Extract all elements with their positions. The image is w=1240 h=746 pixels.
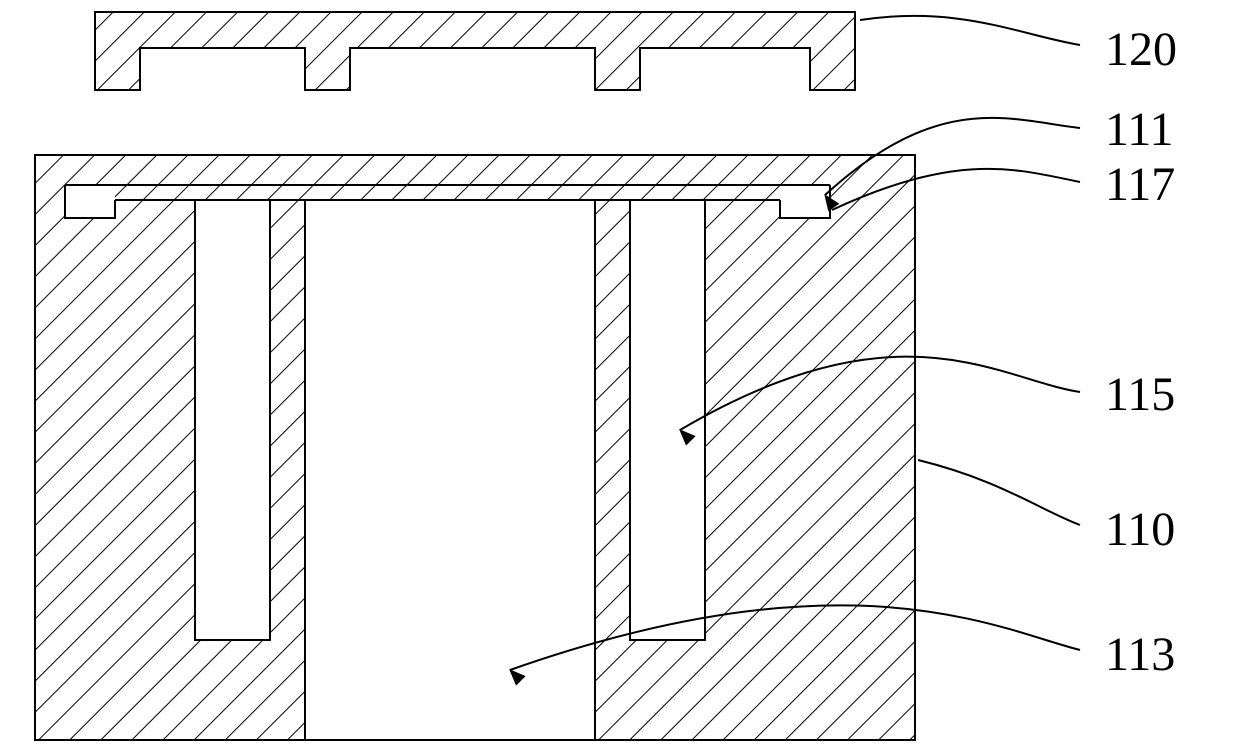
callout-110-leader bbox=[918, 460, 1080, 525]
outline bbox=[305, 200, 595, 740]
outline bbox=[195, 200, 270, 640]
callout-113-arrow bbox=[510, 670, 525, 685]
callout-117-label: 117 bbox=[1105, 157, 1175, 212]
callout-120-leader bbox=[860, 16, 1080, 45]
callout-110-label: 110 bbox=[1105, 502, 1175, 557]
callout-120-label: 120 bbox=[1105, 22, 1177, 77]
lower-part-hatch bbox=[35, 155, 915, 740]
outline bbox=[630, 200, 705, 640]
callout-115-arrow bbox=[680, 430, 695, 445]
upper-part bbox=[95, 12, 855, 90]
callout-111-label: 111 bbox=[1105, 102, 1173, 157]
callout-115-label: 115 bbox=[1105, 367, 1175, 422]
callout-113-label: 113 bbox=[1105, 627, 1175, 682]
